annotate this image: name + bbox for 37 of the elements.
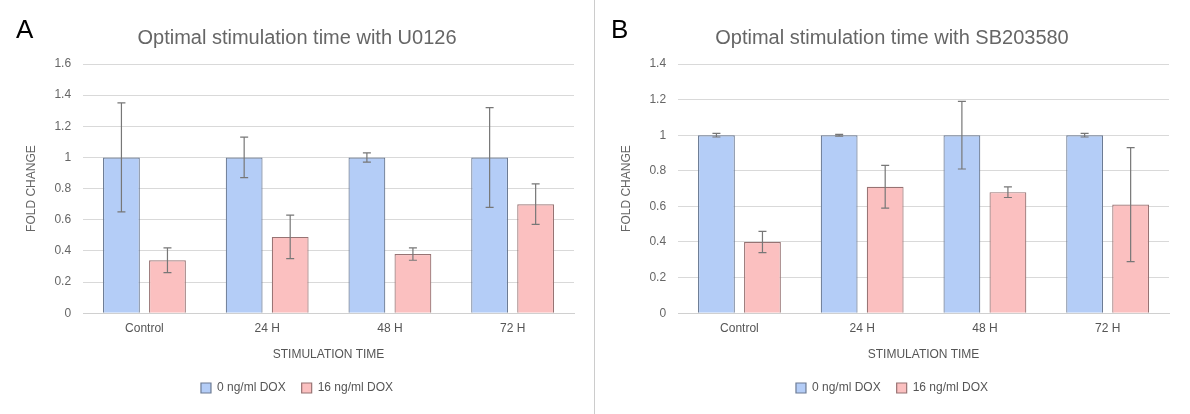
x-tick-label: 72 H: [1094, 320, 1121, 335]
y-tick-label: 0.4: [54, 243, 72, 258]
y-axis-title: FOLD CHANGE: [618, 145, 633, 232]
chart-title: Optimal stimulation time with SB203580: [715, 25, 1069, 48]
y-tick-label: 1: [659, 127, 667, 142]
y-tick-label: 0.4: [649, 234, 667, 249]
text: A: [16, 14, 34, 45]
legend-label: 16 ng/ml DOX: [317, 380, 394, 395]
x-tick-label: 24 H: [849, 320, 875, 335]
x-axis-title: STIMULATION TIME: [272, 347, 385, 362]
y-tick-label: 1.4: [54, 87, 72, 102]
y-tick-label: 0.6: [649, 198, 667, 213]
y-tick-label: 1.6: [54, 56, 72, 71]
y-tick-label: 0.8: [649, 163, 667, 178]
text: B: [611, 14, 629, 45]
y-tick-label: 1.2: [54, 118, 72, 133]
x-tick-label: 48 H: [972, 320, 998, 335]
y-tick-label: 0.2: [649, 269, 667, 284]
y-axis-title: FOLD CHANGE: [23, 145, 38, 232]
chart-title: Optimal stimulation time with U0126: [137, 25, 457, 48]
legend-label: 0 ng/ml DOX: [216, 380, 286, 395]
y-tick-label: 0.2: [54, 274, 72, 289]
y-tick-label: 0.8: [54, 180, 72, 195]
x-tick-label: Control: [720, 320, 759, 335]
x-tick-label: 24 H: [254, 320, 280, 335]
y-tick-label: 1: [64, 149, 72, 164]
y-tick-label: 1.4: [649, 56, 667, 71]
x-axis-title: STIMULATION TIME: [867, 347, 980, 362]
y-tick-label: 0: [659, 305, 667, 320]
legend-label: 0 ng/ml DOX: [811, 380, 881, 395]
y-tick-label: 0.6: [54, 212, 72, 227]
y-tick-label: 0: [64, 305, 72, 320]
x-tick-label: Control: [125, 320, 164, 335]
x-tick-label: 72 H: [499, 320, 526, 335]
legend-label: 16 ng/ml DOX: [912, 380, 989, 395]
y-tick-label: 1.2: [649, 91, 667, 106]
x-tick-label: 48 H: [377, 320, 403, 335]
